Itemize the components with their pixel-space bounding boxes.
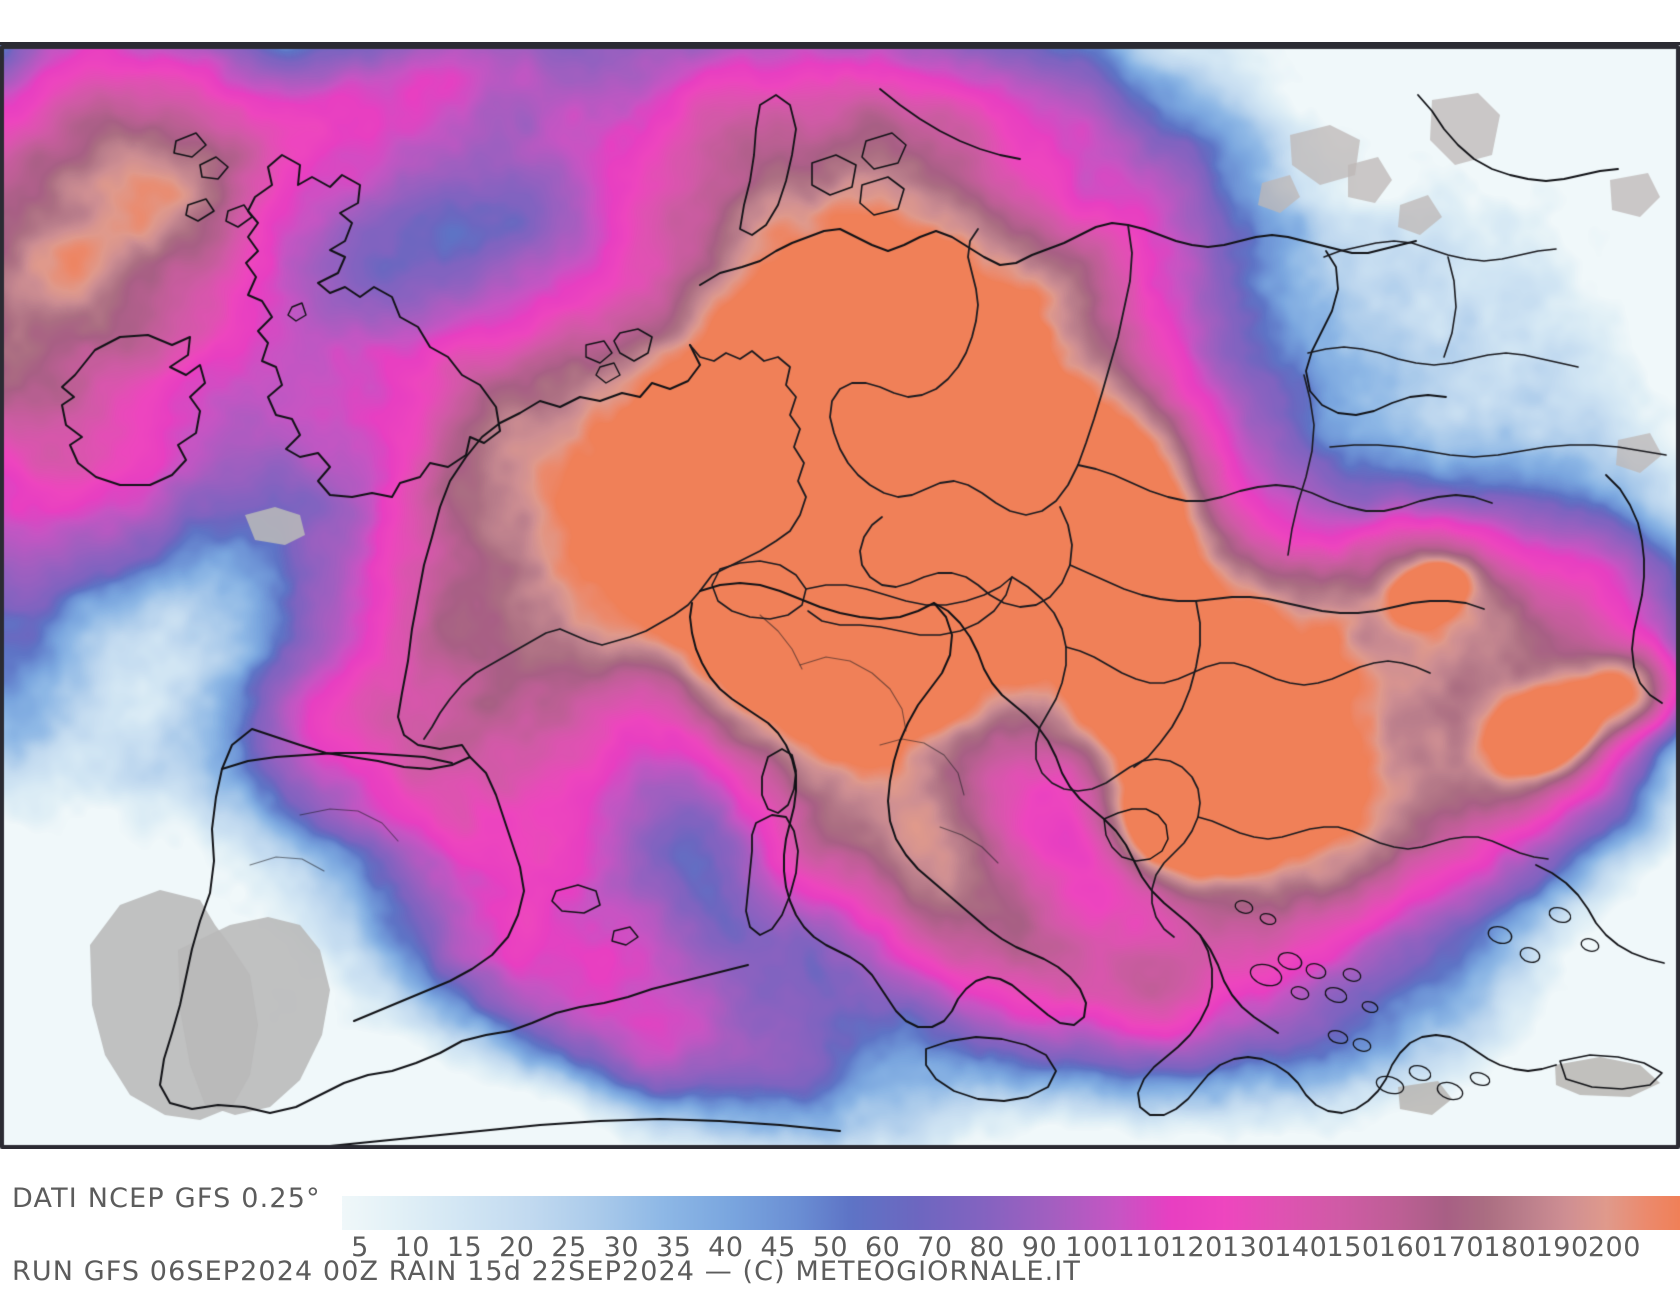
colorbar-tick-40: 40 — [708, 1232, 744, 1263]
colorbar-tick-50: 50 — [812, 1232, 849, 1263]
map-top-margin — [0, 0, 1680, 42]
precipitation-map — [0, 42, 1680, 1152]
colorbar-tick-110: 110 — [1117, 1232, 1171, 1263]
colorbar-tick-160: 160 — [1378, 1232, 1432, 1263]
colorbar-tick-100: 100 — [1065, 1232, 1119, 1263]
colorbar-tick-120: 120 — [1169, 1232, 1223, 1263]
colorbar-tick-180: 180 — [1483, 1232, 1537, 1263]
colorbar-tick-15: 15 — [446, 1232, 483, 1263]
colorbar-tick-25: 25 — [551, 1232, 587, 1263]
data-source-label: DATI NCEP GFS 0.25° — [12, 1183, 321, 1214]
colorbar-tick-45: 45 — [760, 1232, 796, 1263]
colorbar — [342, 1196, 1680, 1230]
colorbar-tick-170: 170 — [1431, 1232, 1485, 1263]
colorbar-tick-90: 90 — [1021, 1232, 1058, 1263]
colorbar-tick-80: 80 — [969, 1232, 1005, 1263]
run-info-label: RUN GFS 06SEP2024 00Z RAIN 15d 22SEP2024… — [12, 1256, 1081, 1287]
colorbar-tick-10: 10 — [394, 1232, 430, 1263]
colorbar-tick-130: 130 — [1221, 1232, 1276, 1263]
colorbar-tick-5: 5 — [351, 1232, 369, 1263]
colorbar-tick-20: 20 — [499, 1232, 535, 1263]
colorbar-tick-150: 150 — [1326, 1232, 1380, 1263]
colorbar-tick-35: 35 — [655, 1232, 692, 1263]
colorbar-gradient — [342, 1196, 1680, 1230]
precipitation-raster — [0, 45, 1680, 1149]
colorbar-tick-labels: 5 10 15 20 25 30 35 40 45 50 60 70 80 90 100 110 120 130 1… — [342, 1232, 1680, 1266]
colorbar-tick-190: 190 — [1535, 1232, 1589, 1263]
colorbar-tick-200: 200 — [1587, 1232, 1641, 1263]
colorbar-tick-140: 140 — [1274, 1232, 1328, 1263]
colorbar-tick-60: 60 — [864, 1232, 901, 1263]
colorbar-tick-70: 70 — [917, 1232, 953, 1263]
colorbar-tick-30: 30 — [603, 1232, 640, 1263]
